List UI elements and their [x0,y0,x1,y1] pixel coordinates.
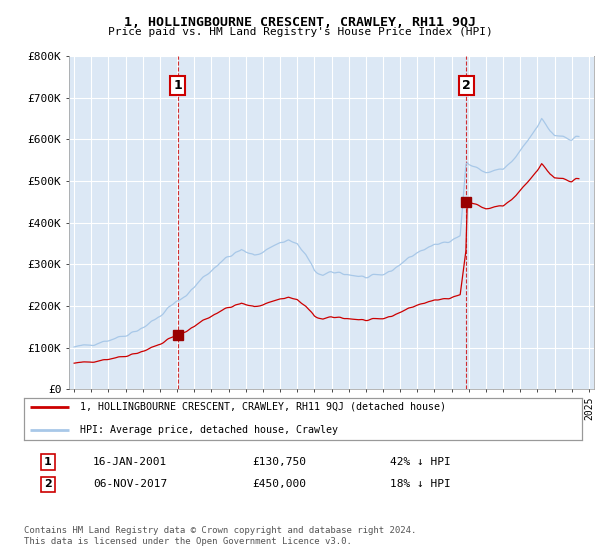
Text: 42% ↓ HPI: 42% ↓ HPI [390,457,451,467]
Text: £130,750: £130,750 [252,457,306,467]
Text: 16-JAN-2001: 16-JAN-2001 [93,457,167,467]
Text: 1: 1 [173,78,182,92]
Text: HPI: Average price, detached house, Crawley: HPI: Average price, detached house, Craw… [80,426,338,435]
Text: 1, HOLLINGBOURNE CRESCENT, CRAWLEY, RH11 9QJ: 1, HOLLINGBOURNE CRESCENT, CRAWLEY, RH11… [124,16,476,29]
Text: Price paid vs. HM Land Registry's House Price Index (HPI): Price paid vs. HM Land Registry's House … [107,27,493,37]
Text: Contains HM Land Registry data © Crown copyright and database right 2024.
This d: Contains HM Land Registry data © Crown c… [24,526,416,546]
Text: £450,000: £450,000 [252,479,306,489]
Text: 2: 2 [462,78,470,92]
Text: 2: 2 [44,479,52,489]
Text: 1, HOLLINGBOURNE CRESCENT, CRAWLEY, RH11 9QJ (detached house): 1, HOLLINGBOURNE CRESCENT, CRAWLEY, RH11… [80,402,446,412]
Text: 1: 1 [44,457,52,467]
Text: 06-NOV-2017: 06-NOV-2017 [93,479,167,489]
Text: 18% ↓ HPI: 18% ↓ HPI [390,479,451,489]
